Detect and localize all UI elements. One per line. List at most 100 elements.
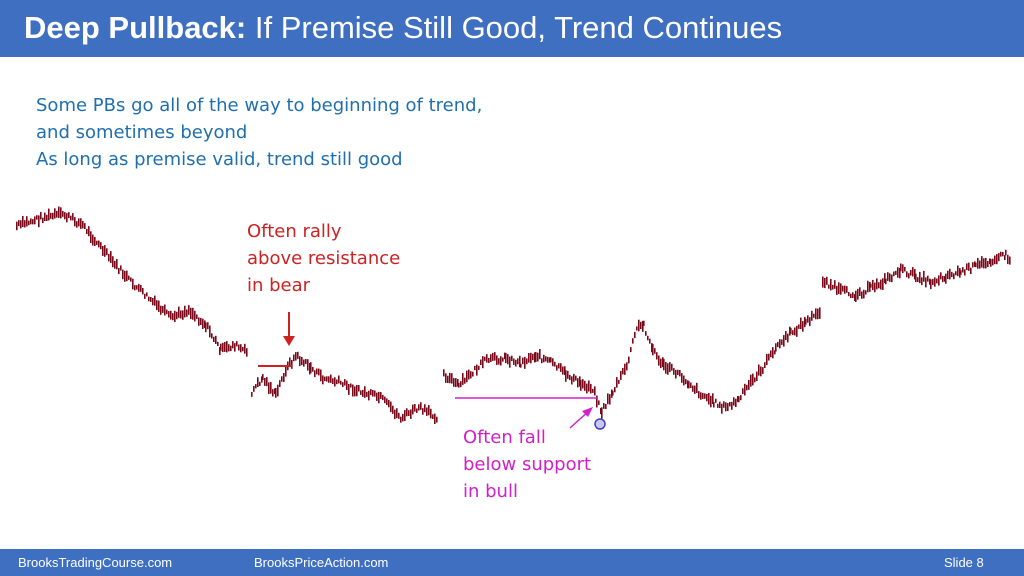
price-bar <box>46 214 48 221</box>
price-bar <box>636 326 638 331</box>
price-bar <box>671 363 673 371</box>
price-bar <box>564 366 566 376</box>
price-bar <box>342 382 344 387</box>
price-bar <box>261 376 263 383</box>
price-bar <box>603 403 605 409</box>
price-bar <box>66 213 68 223</box>
price-bar <box>513 358 515 365</box>
price-bar <box>727 403 729 411</box>
footer-site-priceaction: BrooksPriceAction.com <box>254 555 389 570</box>
price-bar <box>100 242 102 250</box>
price-bar <box>942 275 944 283</box>
price-bar <box>688 381 690 389</box>
price-bar <box>547 356 549 363</box>
price-bar <box>968 262 970 271</box>
price-bar <box>126 270 128 282</box>
price-bar <box>622 367 624 375</box>
price-bar <box>626 362 628 371</box>
price-bar <box>388 400 390 408</box>
price-bar <box>352 384 354 397</box>
price-bar <box>785 331 787 340</box>
price-bar <box>884 273 886 283</box>
footer-site-course: BrooksTradingCourse.com <box>18 555 173 570</box>
price-bar <box>279 380 281 387</box>
price-bar <box>68 212 70 218</box>
price-bar <box>246 348 248 357</box>
price-bar <box>458 382 460 388</box>
price-bar <box>754 377 756 383</box>
price-bar <box>925 277 927 288</box>
price-bar <box>82 220 84 229</box>
price-bar <box>404 410 406 421</box>
price-bar <box>196 314 198 319</box>
price-bar <box>209 325 211 338</box>
price-bar <box>36 215 38 220</box>
price-bar <box>790 327 792 334</box>
price-bar <box>136 285 138 290</box>
price-bar <box>268 382 270 394</box>
price-bar <box>989 258 991 265</box>
price-bar <box>436 416 438 423</box>
price-bar <box>852 292 854 298</box>
price-bar <box>601 407 603 419</box>
price-bar <box>809 317 811 327</box>
price-bar <box>86 228 88 234</box>
price-bar <box>408 410 410 416</box>
price-bar <box>970 267 972 274</box>
price-bar <box>882 278 884 290</box>
price-bar <box>698 391 700 399</box>
price-bar <box>176 311 178 320</box>
price-bar <box>700 392 702 400</box>
price-bar <box>865 290 867 295</box>
price-bar <box>470 371 472 379</box>
price-bar <box>303 359 305 367</box>
price-bar <box>867 280 869 293</box>
price-bar <box>649 338 651 344</box>
price-bar <box>598 400 600 405</box>
price-bar <box>524 356 526 369</box>
price-bar <box>312 367 314 372</box>
resistance-annotation: Often rally above resistance in bear <box>247 218 400 299</box>
price-bar <box>434 413 436 424</box>
price-bar <box>515 359 517 367</box>
price-bar <box>647 335 649 341</box>
price-bar <box>192 307 194 320</box>
price-bar <box>360 390 362 395</box>
price-bar <box>654 348 656 354</box>
price-bar <box>112 256 114 268</box>
price-bar <box>354 386 356 397</box>
price-bar <box>876 278 878 290</box>
price-bar <box>44 212 46 221</box>
price-bar <box>895 270 897 275</box>
price-bar <box>519 355 521 368</box>
price-bar <box>400 416 402 423</box>
price-bar <box>140 285 142 292</box>
price-bar <box>150 297 152 302</box>
support-annotation: Often fall below support in bull <box>463 424 591 505</box>
price-bar <box>740 395 742 401</box>
price-bar <box>314 370 316 378</box>
price-bar <box>638 319 640 332</box>
price-bar <box>663 358 665 371</box>
price-bar <box>683 375 685 386</box>
price-bar <box>919 271 921 284</box>
price-bar <box>887 272 889 281</box>
price-bar <box>293 354 295 362</box>
price-bar <box>932 279 934 285</box>
price-bar <box>305 359 307 365</box>
price-bar <box>289 357 291 368</box>
price-bar <box>94 236 96 246</box>
price-bar <box>416 408 418 413</box>
price-bar <box>457 379 459 387</box>
price-bar <box>130 277 132 282</box>
price-bar <box>634 331 636 339</box>
price-bar <box>571 376 573 385</box>
price-bar <box>910 270 912 276</box>
price-bar <box>614 387 616 393</box>
price-bar <box>685 379 687 385</box>
price-bar <box>464 377 466 384</box>
price-bar <box>828 284 830 289</box>
price-bar <box>914 269 916 280</box>
price-bar <box>781 339 783 345</box>
price-bar <box>594 386 596 396</box>
